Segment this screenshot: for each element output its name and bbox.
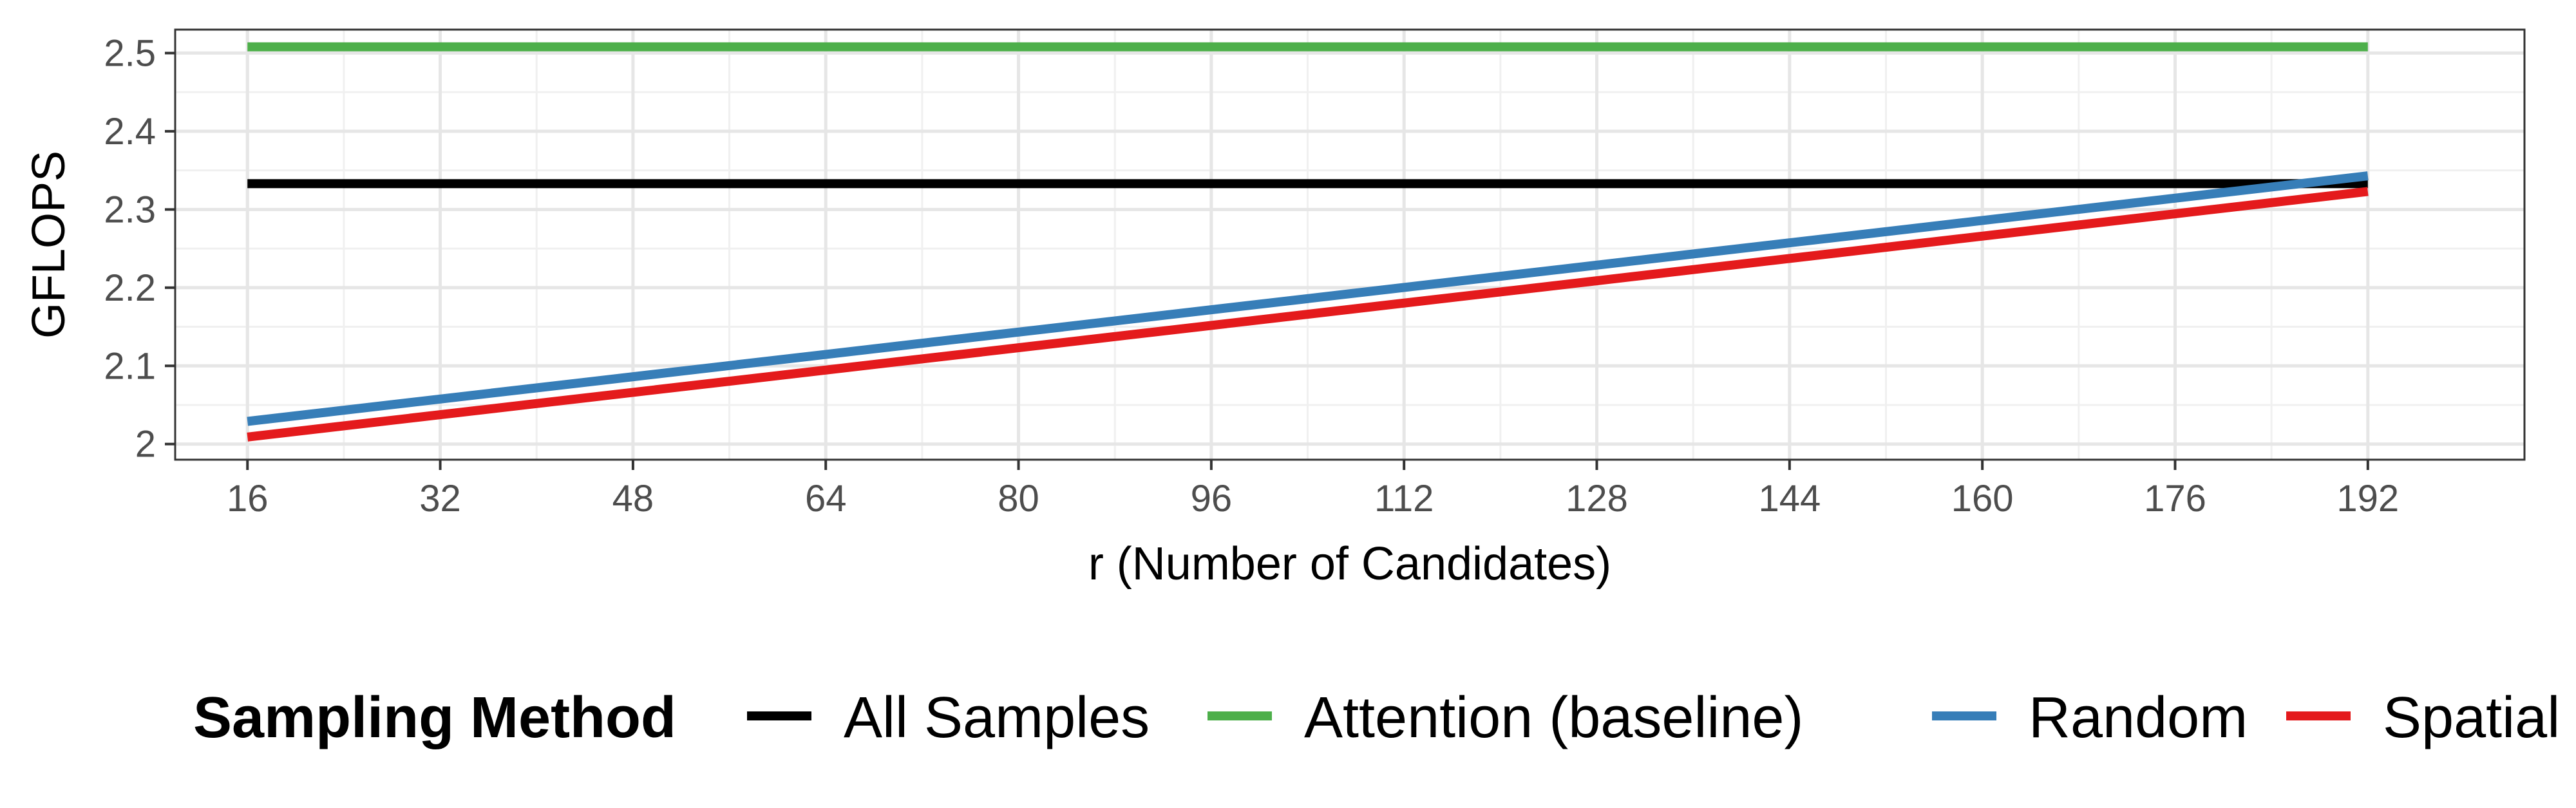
legend-label-all-samples: All Samples xyxy=(844,686,1150,750)
legend: Sampling Method All Samples Attention (ba… xyxy=(193,686,2560,750)
y-tick-label: 2.5 xyxy=(104,32,156,74)
x-tick-label: 112 xyxy=(1374,478,1434,520)
series-line-spatial xyxy=(247,187,2369,442)
x-axis-title: r (Number of Candidates) xyxy=(1088,538,1611,590)
x-tick-label: 128 xyxy=(1566,478,1628,520)
legend-label-random: Random xyxy=(2029,686,2248,750)
x-tick-label: 64 xyxy=(805,478,847,520)
axes: 16 32 48 64 80 96 112 128 144 160 176 192 2 2.1 2.2 2.3… xyxy=(104,32,2399,520)
x-tick-label: 16 xyxy=(227,478,269,520)
x-tick-label: 192 xyxy=(2336,478,2399,520)
y-tick-label: 2.1 xyxy=(104,345,156,387)
y-tick-label: 2.3 xyxy=(104,189,156,230)
x-tick-label: 48 xyxy=(612,478,654,520)
x-tick-label: 144 xyxy=(1758,478,1821,520)
y-tick-label: 2 xyxy=(135,424,156,465)
legend-label-attention-baseline: Attention (baseline) xyxy=(1304,686,1803,750)
grid xyxy=(175,30,2524,460)
series-lines xyxy=(247,42,2369,442)
x-tick-label: 160 xyxy=(1951,478,2014,520)
x-tick-label: 80 xyxy=(998,478,1039,520)
y-tick-label: 2.4 xyxy=(104,111,156,153)
series-line-random xyxy=(247,171,2369,426)
plot-panel-border xyxy=(174,28,2526,461)
x-tick-label: 32 xyxy=(419,478,461,520)
legend-title: Sampling Method xyxy=(193,686,676,750)
legend-label-spatial: Spatial xyxy=(2383,686,2560,750)
y-tick-label: 2.2 xyxy=(104,267,156,309)
x-tick-label: 176 xyxy=(2144,478,2206,520)
x-tick-label: 96 xyxy=(1191,478,1233,520)
y-axis-title: GFLOPS xyxy=(23,151,75,339)
